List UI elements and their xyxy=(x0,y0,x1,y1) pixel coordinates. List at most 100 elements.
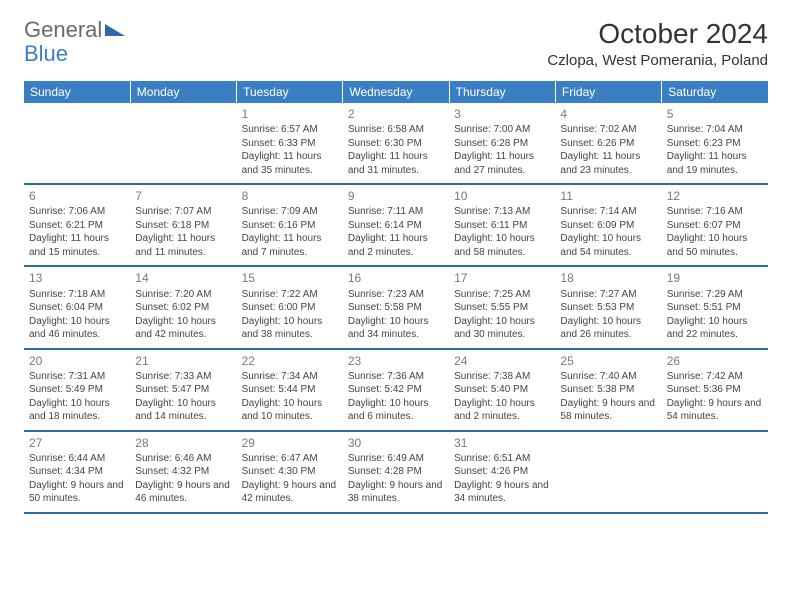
weekday-header: Thursday xyxy=(449,81,555,103)
calendar-day-cell: 30Sunrise: 6:49 AMSunset: 4:28 PMDayligh… xyxy=(343,431,449,513)
daylight-text: Daylight: 11 hours and 31 minutes. xyxy=(348,150,444,177)
daylight-text: Daylight: 10 hours and 6 minutes. xyxy=(348,397,444,424)
sunrise-text: Sunrise: 7:23 AM xyxy=(348,288,444,302)
calendar-day-cell: 7Sunrise: 7:07 AMSunset: 6:18 PMDaylight… xyxy=(130,184,236,266)
sunrise-text: Sunrise: 7:31 AM xyxy=(29,370,125,384)
calendar-day-cell: 11Sunrise: 7:14 AMSunset: 6:09 PMDayligh… xyxy=(555,184,661,266)
sunset-text: Sunset: 6:11 PM xyxy=(454,219,550,233)
logo-text-general: General xyxy=(24,18,102,42)
calendar-day-cell: 3Sunrise: 7:00 AMSunset: 6:28 PMDaylight… xyxy=(449,103,555,184)
sunset-text: Sunset: 5:51 PM xyxy=(667,301,763,315)
day-number: 22 xyxy=(242,353,338,369)
sunset-text: Sunset: 6:07 PM xyxy=(667,219,763,233)
sunrise-text: Sunrise: 7:06 AM xyxy=(29,205,125,219)
day-number: 24 xyxy=(454,353,550,369)
sunrise-text: Sunrise: 7:22 AM xyxy=(242,288,338,302)
sunset-text: Sunset: 6:21 PM xyxy=(29,219,125,233)
sunrise-text: Sunrise: 6:49 AM xyxy=(348,452,444,466)
day-number: 31 xyxy=(454,435,550,451)
calendar-day-cell: 28Sunrise: 6:46 AMSunset: 4:32 PMDayligh… xyxy=(130,431,236,513)
daylight-text: Daylight: 11 hours and 15 minutes. xyxy=(29,232,125,259)
calendar-day-cell xyxy=(662,431,768,513)
calendar-day-cell: 1Sunrise: 6:57 AMSunset: 6:33 PMDaylight… xyxy=(237,103,343,184)
daylight-text: Daylight: 10 hours and 50 minutes. xyxy=(667,232,763,259)
calendar-day-cell: 31Sunrise: 6:51 AMSunset: 4:26 PMDayligh… xyxy=(449,431,555,513)
daylight-text: Daylight: 10 hours and 2 minutes. xyxy=(454,397,550,424)
day-number: 19 xyxy=(667,270,763,286)
sunset-text: Sunset: 6:09 PM xyxy=(560,219,656,233)
logo: General Blue xyxy=(24,18,125,66)
daylight-text: Daylight: 11 hours and 19 minutes. xyxy=(667,150,763,177)
sunrise-text: Sunrise: 7:36 AM xyxy=(348,370,444,384)
sunrise-text: Sunrise: 6:58 AM xyxy=(348,123,444,137)
daylight-text: Daylight: 10 hours and 10 minutes. xyxy=(242,397,338,424)
sunset-text: Sunset: 6:26 PM xyxy=(560,137,656,151)
sunset-text: Sunset: 6:30 PM xyxy=(348,137,444,151)
sunrise-text: Sunrise: 7:14 AM xyxy=(560,205,656,219)
calendar-day-cell: 8Sunrise: 7:09 AMSunset: 6:16 PMDaylight… xyxy=(237,184,343,266)
daylight-text: Daylight: 11 hours and 27 minutes. xyxy=(454,150,550,177)
calendar-day-cell: 17Sunrise: 7:25 AMSunset: 5:55 PMDayligh… xyxy=(449,266,555,348)
sunrise-text: Sunrise: 7:09 AM xyxy=(242,205,338,219)
sunset-text: Sunset: 5:36 PM xyxy=(667,383,763,397)
weekday-header: Wednesday xyxy=(343,81,449,103)
sunset-text: Sunset: 5:44 PM xyxy=(242,383,338,397)
calendar-day-cell: 18Sunrise: 7:27 AMSunset: 5:53 PMDayligh… xyxy=(555,266,661,348)
sunset-text: Sunset: 6:16 PM xyxy=(242,219,338,233)
page-title: October 2024 xyxy=(547,18,768,50)
sunset-text: Sunset: 6:14 PM xyxy=(348,219,444,233)
sunset-text: Sunset: 6:00 PM xyxy=(242,301,338,315)
sunset-text: Sunset: 6:23 PM xyxy=(667,137,763,151)
logo-triangle-icon xyxy=(105,20,125,41)
daylight-text: Daylight: 10 hours and 14 minutes. xyxy=(135,397,231,424)
sunset-text: Sunset: 5:40 PM xyxy=(454,383,550,397)
header-row: General Blue October 2024 Czlopa, West P… xyxy=(24,18,768,77)
sunset-text: Sunset: 5:47 PM xyxy=(135,383,231,397)
calendar-day-cell xyxy=(555,431,661,513)
sunrise-text: Sunrise: 7:34 AM xyxy=(242,370,338,384)
logo-text-blue: Blue xyxy=(24,42,68,66)
calendar-week-row: 27Sunrise: 6:44 AMSunset: 4:34 PMDayligh… xyxy=(24,431,768,513)
daylight-text: Daylight: 11 hours and 11 minutes. xyxy=(135,232,231,259)
sunrise-text: Sunrise: 7:33 AM xyxy=(135,370,231,384)
sunrise-text: Sunrise: 7:04 AM xyxy=(667,123,763,137)
daylight-text: Daylight: 9 hours and 58 minutes. xyxy=(560,397,656,424)
day-number: 9 xyxy=(348,188,444,204)
daylight-text: Daylight: 11 hours and 23 minutes. xyxy=(560,150,656,177)
daylight-text: Daylight: 10 hours and 38 minutes. xyxy=(242,315,338,342)
calendar-day-cell: 2Sunrise: 6:58 AMSunset: 6:30 PMDaylight… xyxy=(343,103,449,184)
sunrise-text: Sunrise: 7:20 AM xyxy=(135,288,231,302)
day-number: 20 xyxy=(29,353,125,369)
calendar-day-cell: 16Sunrise: 7:23 AMSunset: 5:58 PMDayligh… xyxy=(343,266,449,348)
day-number: 18 xyxy=(560,270,656,286)
daylight-text: Daylight: 10 hours and 22 minutes. xyxy=(667,315,763,342)
calendar-day-cell xyxy=(24,103,130,184)
day-number: 17 xyxy=(454,270,550,286)
sunrise-text: Sunrise: 7:38 AM xyxy=(454,370,550,384)
sunset-text: Sunset: 6:02 PM xyxy=(135,301,231,315)
calendar-day-cell: 13Sunrise: 7:18 AMSunset: 6:04 PMDayligh… xyxy=(24,266,130,348)
calendar-day-cell: 20Sunrise: 7:31 AMSunset: 5:49 PMDayligh… xyxy=(24,349,130,431)
daylight-text: Daylight: 10 hours and 58 minutes. xyxy=(454,232,550,259)
daylight-text: Daylight: 10 hours and 18 minutes. xyxy=(29,397,125,424)
sunrise-text: Sunrise: 7:42 AM xyxy=(667,370,763,384)
day-number: 30 xyxy=(348,435,444,451)
sunset-text: Sunset: 6:04 PM xyxy=(29,301,125,315)
day-number: 8 xyxy=(242,188,338,204)
day-number: 1 xyxy=(242,106,338,122)
sunrise-text: Sunrise: 7:00 AM xyxy=(454,123,550,137)
calendar-day-cell: 14Sunrise: 7:20 AMSunset: 6:02 PMDayligh… xyxy=(130,266,236,348)
daylight-text: Daylight: 10 hours and 42 minutes. xyxy=(135,315,231,342)
sunrise-text: Sunrise: 7:13 AM xyxy=(454,205,550,219)
sunset-text: Sunset: 5:38 PM xyxy=(560,383,656,397)
weekday-header: Saturday xyxy=(662,81,768,103)
day-number: 3 xyxy=(454,106,550,122)
day-number: 29 xyxy=(242,435,338,451)
title-block: October 2024 Czlopa, West Pomerania, Pol… xyxy=(547,18,768,77)
calendar-day-cell: 22Sunrise: 7:34 AMSunset: 5:44 PMDayligh… xyxy=(237,349,343,431)
daylight-text: Daylight: 9 hours and 46 minutes. xyxy=(135,479,231,506)
calendar-day-cell: 12Sunrise: 7:16 AMSunset: 6:07 PMDayligh… xyxy=(662,184,768,266)
day-number: 26 xyxy=(667,353,763,369)
day-number: 13 xyxy=(29,270,125,286)
sunrise-text: Sunrise: 6:57 AM xyxy=(242,123,338,137)
